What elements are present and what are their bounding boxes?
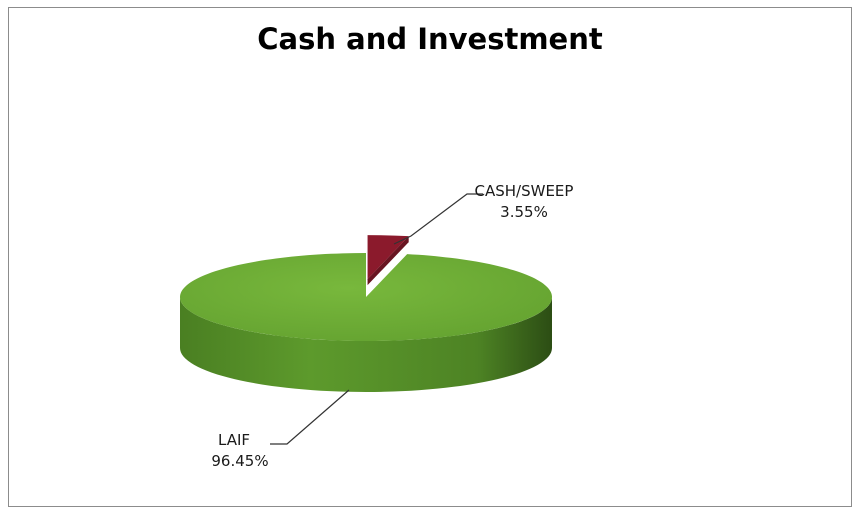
data-label-laif: LAIF 96.45%: [202, 430, 278, 472]
pie-slice-face-cash-sweep: [367, 236, 409, 286]
data-label-cash-sweep: CASH/SWEEP 3.55%: [468, 181, 580, 223]
slice-label-laif: LAIF: [218, 431, 251, 449]
leader-line-laif: [270, 389, 350, 445]
slice-label-cash-sweep: CASH/SWEEP: [474, 182, 574, 200]
pie-slice-top-laif: [179, 253, 552, 341]
pie-slice-side-laif: [180, 297, 552, 392]
pie-slice-top-cash-sweep: [367, 235, 409, 280]
pie-slice-laif: [179, 253, 552, 392]
slice-value-cash-sweep: 3.55%: [500, 203, 548, 221]
slice-value-laif: 96.45%: [211, 452, 269, 470]
leader-line-cash-sweep: [393, 193, 483, 245]
pie-slice-cash-sweep: [367, 235, 409, 286]
chart-title: Cash and Investment: [257, 22, 603, 56]
